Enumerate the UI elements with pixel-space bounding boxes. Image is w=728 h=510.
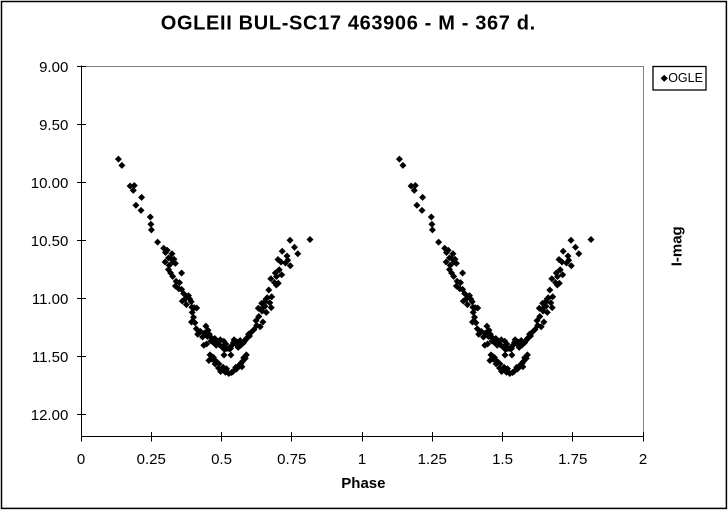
svg-text:9.50: 9.50	[39, 117, 68, 134]
svg-text:2: 2	[639, 451, 647, 468]
svg-text:10.00: 10.00	[31, 175, 69, 192]
svg-text:1: 1	[358, 451, 366, 468]
svg-text:Phase: Phase	[341, 475, 385, 492]
svg-text:11.00: 11.00	[32, 291, 68, 308]
svg-text:10.50: 10.50	[31, 233, 69, 250]
svg-text:0.5: 0.5	[211, 451, 232, 468]
svg-text:I-mag: I-mag	[668, 226, 685, 266]
svg-text:1.5: 1.5	[492, 451, 513, 468]
svg-text:1.25: 1.25	[418, 451, 447, 468]
svg-text:1.75: 1.75	[558, 451, 587, 468]
svg-text:OGLEII BUL-SC17 463906 - M - 3: OGLEII BUL-SC17 463906 - M - 367 d.	[161, 13, 536, 35]
svg-text:12.00: 12.00	[31, 407, 69, 424]
svg-text:0.75: 0.75	[277, 451, 306, 468]
svg-text:9.00: 9.00	[39, 59, 68, 76]
svg-text:OGLE: OGLE	[668, 71, 703, 85]
svg-text:0.25: 0.25	[137, 451, 166, 468]
svg-text:0: 0	[77, 451, 85, 468]
svg-text:11.50: 11.50	[32, 349, 68, 366]
